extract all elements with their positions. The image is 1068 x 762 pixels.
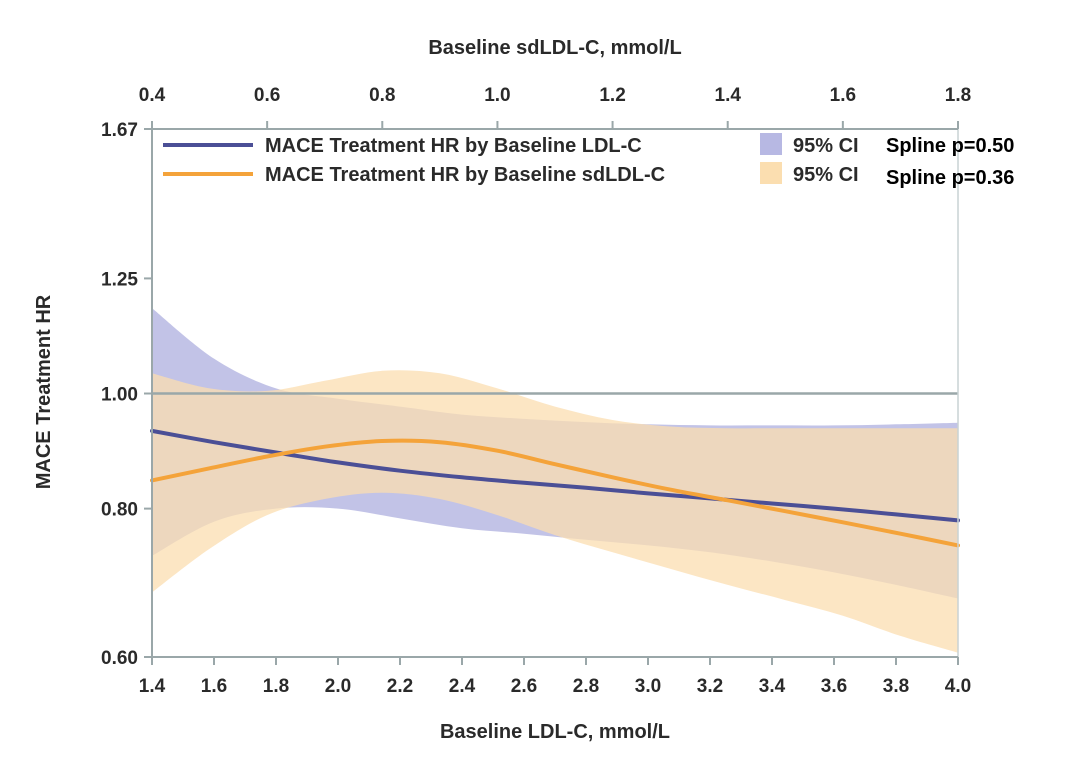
x2-tick-label: 1.6 xyxy=(830,85,856,106)
legend-label-sdldl: MACE Treatment HR by Baseline sdLDL-C xyxy=(265,164,665,186)
y-tick-label: 0.60 xyxy=(101,648,138,669)
x2-tick-label: 0.6 xyxy=(254,85,280,106)
x-tick-label: 1.4 xyxy=(139,676,166,697)
y-tick-label: 1.25 xyxy=(101,269,138,290)
legend-label-ldl: MACE Treatment HR by Baseline LDL-C xyxy=(265,135,642,157)
x2-tick-label: 0.4 xyxy=(139,85,166,106)
spline-p-ldl: Spline p=0.50 xyxy=(886,135,1014,157)
x-tick-label: 2.2 xyxy=(387,676,413,697)
spline-p-sdldl: Spline p=0.36 xyxy=(886,167,1014,189)
x-tick-label: 1.8 xyxy=(263,676,289,697)
legend-ci-swatch-sdldl xyxy=(760,162,782,184)
hr-curves xyxy=(150,428,960,548)
legend-ci-label-ldl: 95% CI xyxy=(793,135,859,157)
x-tick-label: 3.8 xyxy=(883,676,909,697)
x2-tick-label: 1.2 xyxy=(599,85,625,106)
bottom-axis-title: Baseline LDL-C, mmol/L xyxy=(440,721,670,743)
x-tick-label: 3.6 xyxy=(821,676,847,697)
y-axis-title: MACE Treatment HR xyxy=(33,294,55,489)
top-axis-title: Baseline sdLDL-C, mmol/L xyxy=(428,37,681,59)
x-tick-label: 1.6 xyxy=(201,676,227,697)
x2-tick-label: 0.8 xyxy=(369,85,395,106)
hr-line-sdldl xyxy=(150,438,960,548)
x-tick-label: 2.8 xyxy=(573,676,599,697)
axes: 1.4 1.6 1.8 2.0 2.2 2.4 2.6 2.8 3.0 3.2 3.4 3.6 3.8 4… xyxy=(101,85,971,697)
legend-ci-label-sdldl: 95% CI xyxy=(793,164,859,186)
x-tick-label: 2.4 xyxy=(449,676,476,697)
y-tick-label: 1.00 xyxy=(101,385,138,406)
x-tick-label: 4.0 xyxy=(945,676,971,697)
legend: MACE Treatment HR by Baseline LDL-C MACE… xyxy=(163,133,859,186)
x2-tick-label: 1.8 xyxy=(945,85,971,106)
y-tick-label: 1.67 xyxy=(101,120,138,141)
y-tick-label: 0.80 xyxy=(101,500,138,521)
x-tick-label: 3.0 xyxy=(635,676,661,697)
legend-ci-swatch-ldl xyxy=(760,133,782,155)
ci-band-sdldl xyxy=(152,370,958,653)
x-tick-label: 3.2 xyxy=(697,676,723,697)
x2-tick-label: 1.0 xyxy=(484,85,510,106)
x-tick-label: 2.0 xyxy=(325,676,351,697)
x2-tick-label: 1.4 xyxy=(715,85,742,106)
confidence-bands xyxy=(152,308,958,653)
x-tick-label: 2.6 xyxy=(511,676,537,697)
x-tick-label: 3.4 xyxy=(759,676,786,697)
